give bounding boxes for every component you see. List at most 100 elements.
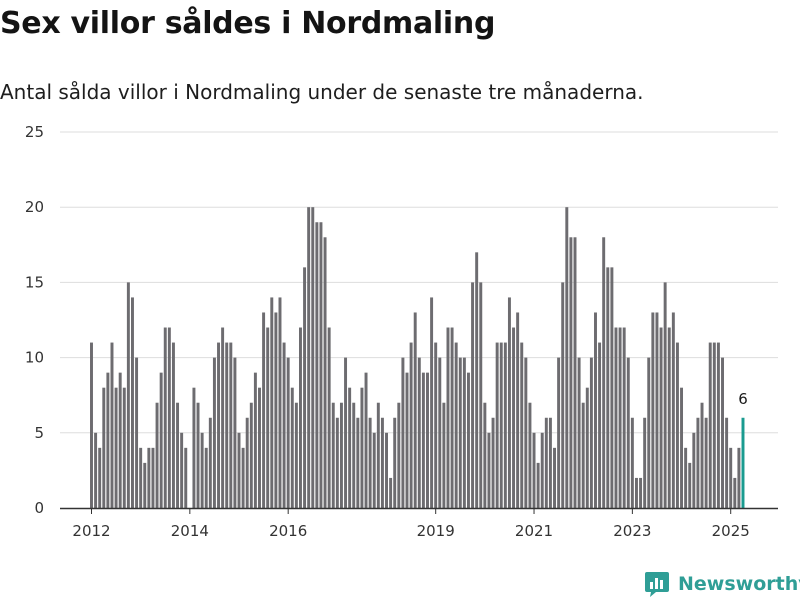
bar [98,447,102,508]
bar [618,327,622,508]
bar [90,342,93,508]
bar [151,447,155,508]
y-tick-label: 25 [25,123,44,141]
y-tick-label: 20 [25,198,44,216]
x-tick-label: 2021 [515,522,553,540]
bar [274,312,278,508]
bar [323,237,327,508]
bar [700,402,704,508]
bar [376,402,380,508]
bar [626,357,630,508]
bar [94,432,98,508]
bar [270,297,274,508]
bar [721,357,724,508]
bar [368,417,372,508]
bar [221,327,225,508]
bar [680,387,684,508]
bar [606,267,610,508]
bar [737,447,741,508]
bar [126,282,130,508]
bar [426,372,429,508]
bar [364,372,368,508]
bar [372,432,376,508]
bar [114,387,118,508]
bar [565,207,569,508]
bar [712,342,716,508]
bar [282,342,286,508]
bar [217,342,220,508]
bar [733,477,737,508]
x-tick-label: 2014 [171,522,209,540]
bar [102,387,106,508]
bar [729,447,733,508]
bar [339,402,343,508]
bar [139,447,143,508]
bar [348,387,352,508]
bars [90,207,745,508]
data-label-last: 6 [738,390,748,408]
bar [229,342,233,508]
x-tick-label: 2025 [712,522,750,540]
bar [143,462,147,508]
bar [266,327,270,508]
bar [106,372,110,508]
bar [671,312,675,508]
y-tick-label: 5 [34,424,44,442]
bar [610,267,614,508]
bar-highlight [741,417,745,508]
bar [278,297,282,508]
bar [417,357,421,508]
bar [622,327,626,508]
bar [692,432,696,508]
bar [602,237,606,508]
bar [307,207,311,508]
bar [684,447,688,508]
bar [573,237,577,508]
bar [319,222,323,508]
bar [647,357,651,508]
bar [245,417,249,508]
bar [471,282,475,508]
bar [659,327,663,508]
bar [512,327,516,508]
bar [393,417,397,508]
bar [356,417,360,508]
bar [553,447,556,508]
bar [315,222,319,508]
x-axis [60,507,778,514]
bar [716,342,720,508]
newsworthy-logo: Newsworthy [644,570,800,598]
chart-subtitle: Antal sålda villor i Nordmaling under de… [0,80,644,104]
bar [479,282,483,508]
bar [299,327,302,508]
bar [192,387,196,508]
bar [581,402,585,508]
bar [360,387,364,508]
bar [528,402,532,508]
bar [454,342,458,508]
bar [475,252,479,508]
bar [200,432,204,508]
bar [663,282,667,508]
bar [212,357,216,508]
bar [303,267,307,508]
bar [335,417,339,508]
bar [634,477,638,508]
bar [385,432,388,508]
bar [557,357,561,508]
bar [639,477,643,508]
x-tick-label: 2023 [613,522,651,540]
bar [696,417,700,508]
bar [446,327,450,508]
bar [688,462,692,508]
bar [651,312,655,508]
x-tick-label: 2019 [417,522,455,540]
bar [503,342,507,508]
bar [430,297,434,508]
bar [548,417,552,508]
bar [118,372,122,508]
newsworthy-logo-icon [645,572,669,597]
y-tick-label: 0 [34,499,44,517]
